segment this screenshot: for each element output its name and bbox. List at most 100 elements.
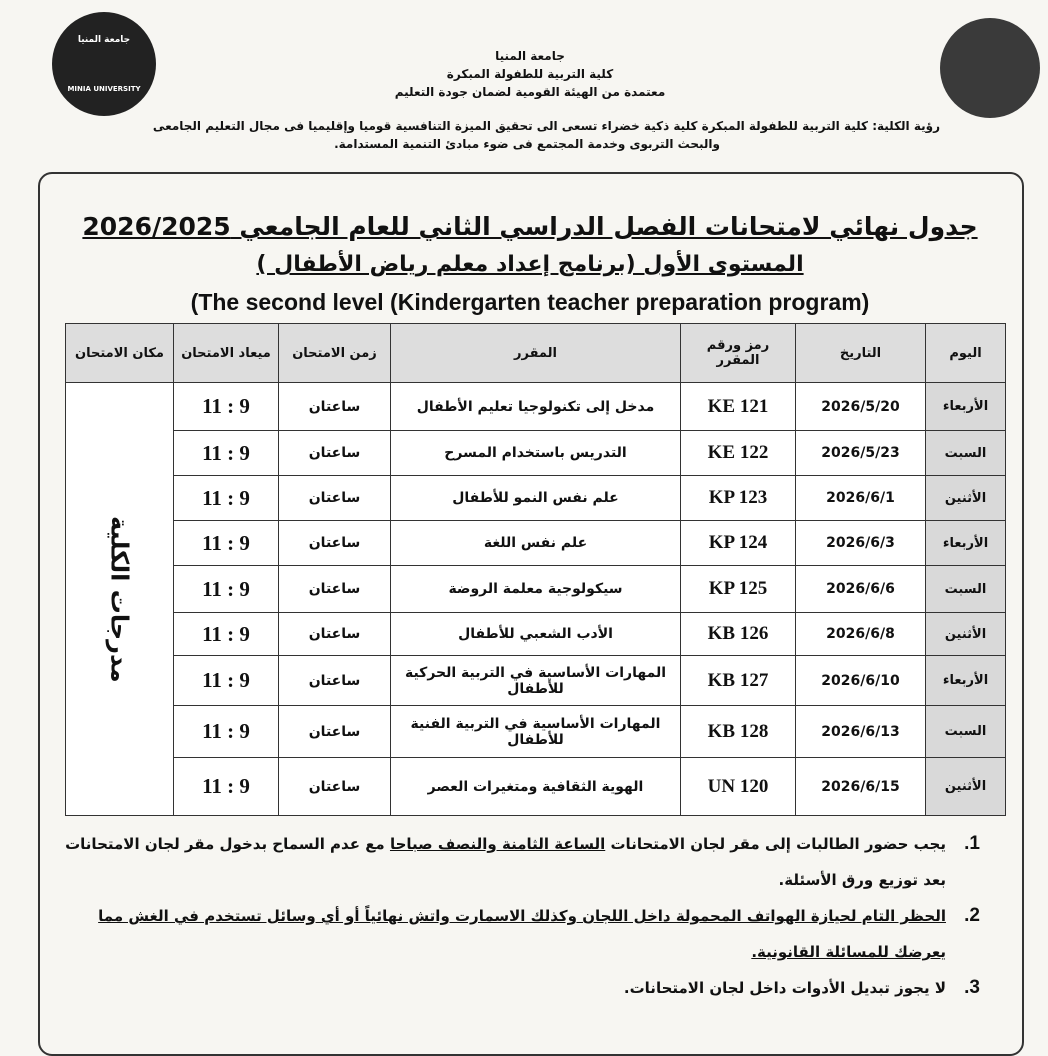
notes: 1. يجب حضور الطالبات إلى مقر لجان الامتحا… bbox=[50, 826, 980, 1006]
faculty: كلية التربية للطفولة المبكرة bbox=[446, 67, 614, 81]
cell-time: 11 : 9 bbox=[173, 520, 279, 566]
column-header: التاريخ bbox=[795, 323, 926, 383]
cell-day: الأربعاء bbox=[925, 520, 1006, 566]
note-number: 1. bbox=[964, 833, 980, 854]
cell-dur: ساعتان bbox=[278, 655, 391, 706]
table-row: الأربعاء 2026/5/20 KE 121 مدخل إلى تكنولوجي… bbox=[65, 382, 1006, 816]
note: 3. لا يجوز تبديل الأدوات داخل لجان الامتح… bbox=[50, 970, 980, 1006]
cell-course: المهارات الأساسية في التربية الفنية للأط… bbox=[390, 705, 681, 758]
accreditation: معتمدة من الهيئة القومية لضمان جودة التع… bbox=[394, 85, 666, 99]
vision: رؤية الكلية: كلية التربية للطفولة المبكر… bbox=[152, 119, 940, 133]
table-row: الأثنين 2026/6/8 KB 126 الأدب الشعبي للأطفا… bbox=[66, 612, 1006, 656]
table-row: الأثنين 2026/6/15 UN 120 الهوية الثقافية وم… bbox=[66, 757, 1006, 816]
note-text-underlined: الحظر التام لحيازة الهواتف المحمولة داخل… bbox=[98, 907, 946, 961]
note-number: 3. bbox=[964, 977, 980, 998]
cell-code: KE 122 bbox=[680, 430, 796, 476]
cell-course: علم نفس النمو للأطفال bbox=[390, 475, 681, 521]
cell-time: 11 : 9 bbox=[173, 757, 279, 816]
cell-dur: ساعتان bbox=[278, 565, 391, 613]
cell-course: علم نفس اللغة bbox=[390, 520, 681, 566]
table-row: السبت 2026/6/13 KB 128 المهارات الأساسية في… bbox=[66, 705, 1006, 758]
cell-time: 11 : 9 bbox=[173, 430, 279, 476]
cell-date: 2026/6/8 bbox=[795, 612, 926, 656]
cell-date: 2026/6/3 bbox=[795, 520, 926, 566]
cell-code: KB 127 bbox=[680, 655, 796, 706]
table-row: الأربعاء 2026/6/10 KB 127 المهارات الأساسية… bbox=[66, 655, 1006, 706]
cell-dur: ساعتان bbox=[278, 430, 391, 476]
cell-time: 11 : 9 bbox=[173, 475, 279, 521]
note-text-end: مع عدم السماح بدخول مقر لجان الامتحانات … bbox=[65, 835, 946, 889]
cell-date: 2026/6/13 bbox=[795, 705, 926, 758]
cell-code: UN 120 bbox=[680, 757, 796, 816]
cell-time: 11 : 9 bbox=[173, 565, 279, 613]
note-text-start: يجب حضور الطالبات إلى مقر لجان الامتحانا… bbox=[610, 835, 946, 853]
cell-dur: ساعتان bbox=[278, 520, 391, 566]
exam-table: اليوم التاريخ رمز ورقم المقرر المقرر زمن الا… bbox=[65, 323, 1006, 816]
logo-subtext: MINIA UNIVERSITY bbox=[67, 85, 141, 93]
cell-date: 2026/5/23 bbox=[795, 430, 926, 476]
column-header: ميعاد الامتحان bbox=[173, 323, 279, 383]
note-text-start: لا يجوز تبديل الأدوات داخل لجان الامتحان… bbox=[623, 979, 946, 997]
cell-day: السبت bbox=[925, 430, 1006, 476]
cell-course: الأدب الشعبي للأطفال bbox=[390, 612, 681, 656]
cell-code: KB 126 bbox=[680, 612, 796, 656]
column-header: المقرر bbox=[390, 323, 681, 383]
logo-right bbox=[940, 18, 1040, 118]
note: 1. يجب حضور الطالبات إلى مقر لجان الامتحا… bbox=[50, 826, 980, 898]
table-row: السبت 2026/5/23 KE 122 التدريس باستخدام الم… bbox=[66, 430, 1006, 476]
cell-course: الهوية الثقافية ومتغيرات العصر bbox=[390, 757, 681, 816]
column-header: زمن الامتحان bbox=[278, 323, 391, 383]
logo-text: جامعة المنيا bbox=[77, 35, 131, 45]
cell-day: الأثنين bbox=[925, 475, 1006, 521]
column-header: اليوم bbox=[925, 323, 1006, 383]
title: جدول نهائي لامتحانات الفصل الدراسي الثان… bbox=[82, 212, 978, 241]
header-row: اليوم التاريخ رمز ورقم المقرر المقرر زمن الا… bbox=[65, 323, 1006, 383]
cell-dur: ساعتان bbox=[278, 475, 391, 521]
cell-date: 2026/6/10 bbox=[795, 655, 926, 706]
cell-day: السبت bbox=[925, 565, 1006, 613]
cell-code: KE 121 bbox=[680, 382, 796, 431]
column-header: مكان الامتحان bbox=[65, 323, 174, 383]
cell-dur: ساعتان bbox=[278, 382, 391, 431]
logo-left: جامعة المنيا MINIA UNIVERSITY bbox=[52, 12, 156, 116]
cell-time: 11 : 9 bbox=[173, 705, 279, 758]
cell-code: KB 128 bbox=[680, 705, 796, 758]
cell-time: 11 : 9 bbox=[173, 382, 279, 431]
cell-date: 2026/5/20 bbox=[795, 382, 926, 431]
cell-course: مدخل إلى تكنولوجيا تعليم الأطفال bbox=[390, 382, 681, 431]
table-row: السبت 2026/6/6 KP 125 سيكولوجية معلمة الروض… bbox=[66, 565, 1006, 613]
cell-day: الأربعاء bbox=[925, 382, 1006, 431]
cell-course: التدريس باستخدام المسرح bbox=[390, 430, 681, 476]
vision: والبحث التربوى وخدمة المجتمع فى ضوء مباد… bbox=[334, 137, 720, 151]
cell-course: سيكولوجية معلمة الروضة bbox=[390, 565, 681, 613]
column-header: رمز ورقم المقرر bbox=[680, 323, 796, 383]
university: جامعة المنيا bbox=[495, 49, 565, 63]
note-text: يجب حضور الطالبات إلى مقر لجان الامتحانا… bbox=[50, 826, 946, 898]
cell-day: الأثنين bbox=[925, 757, 1006, 816]
cell-code: KP 123 bbox=[680, 475, 796, 521]
cell-time: 11 : 9 bbox=[173, 655, 279, 706]
cell-date: 2026/6/15 bbox=[795, 757, 926, 816]
cell-dur: ساعتان bbox=[278, 705, 391, 758]
subtitle-en: (The second level (Kindergarten teacher … bbox=[190, 289, 870, 315]
note: 2. الحظر التام لحيازة الهواتف المحمولة دا… bbox=[50, 898, 980, 970]
cell-date: 2026/6/1 bbox=[795, 475, 926, 521]
cell-time: 11 : 9 bbox=[173, 612, 279, 656]
cell-code: KP 124 bbox=[680, 520, 796, 566]
cell-dur: ساعتان bbox=[278, 612, 391, 656]
cell-code: KP 125 bbox=[680, 565, 796, 613]
note-text-underlined: الساعة الثامنة والنصف صباحا bbox=[389, 835, 606, 853]
table-row: الأثنين 2026/6/1 KP 123 علم نفس النمو للأطف… bbox=[66, 475, 1006, 521]
note-text: لا يجوز تبديل الأدوات داخل لجان الامتحان… bbox=[624, 970, 946, 1006]
table-row: الأربعاء 2026/6/3 KP 124 علم نفس اللغة ساعتا… bbox=[66, 520, 1006, 566]
cell-day: الأثنين bbox=[925, 612, 1006, 656]
cell-course: المهارات الأساسية في التربية الحركية للأ… bbox=[390, 655, 681, 706]
cell-day: الأربعاء bbox=[925, 655, 1006, 706]
page: جامعة المنيا MINIA UNIVERSITY جامعة المن… bbox=[38, 12, 1040, 1056]
exam-place: مدرجات الكلية bbox=[65, 382, 174, 816]
note-text: الحظر التام لحيازة الهواتف المحمولة داخل… bbox=[50, 898, 946, 970]
subtitle: المستوى الأول (برنامج إعداد معلم رياض ال… bbox=[256, 252, 804, 277]
cell-day: السبت bbox=[925, 705, 1006, 758]
cell-dur: ساعتان bbox=[278, 757, 391, 816]
note-number: 2. bbox=[964, 905, 980, 926]
